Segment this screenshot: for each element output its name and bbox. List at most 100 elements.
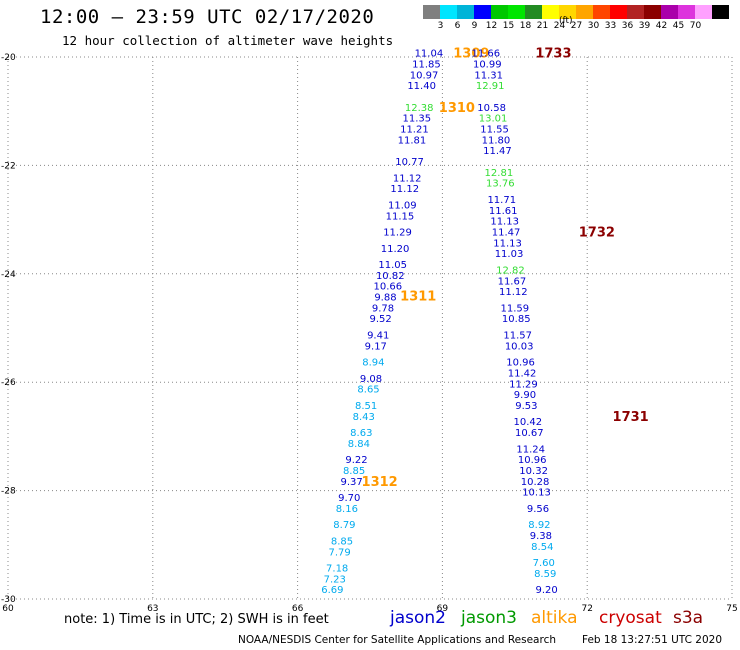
wave-height-value: 9.22 xyxy=(345,455,367,466)
wave-height-value: 13.76 xyxy=(486,179,515,190)
wave-height-value: 11.12 xyxy=(393,173,422,184)
wave-height-value: 8.16 xyxy=(336,504,358,515)
wave-height-value: 9.78 xyxy=(372,303,394,314)
color-scale-swatch xyxy=(593,5,610,19)
y-tick-label: -30 xyxy=(1,595,16,605)
pass-time-label: 1310 xyxy=(439,101,475,116)
wave-height-value: 11.66 xyxy=(472,49,501,60)
wave-height-value: 11.12 xyxy=(390,184,419,195)
wave-height-value: 9.52 xyxy=(369,314,391,325)
wave-height-value: 12.82 xyxy=(496,265,525,276)
wave-height-value: 11.31 xyxy=(474,70,503,81)
wave-height-value: 10.77 xyxy=(395,157,424,168)
wave-height-value: 7.18 xyxy=(326,564,348,575)
color-scale-swatch xyxy=(712,5,729,19)
wave-height-value: 10.96 xyxy=(506,358,535,369)
color-scale-swatch xyxy=(525,5,542,19)
color-scale-label: 6 xyxy=(454,21,461,31)
color-scale-label: 18 xyxy=(519,21,532,31)
color-scale-swatch xyxy=(542,5,559,19)
wave-height-value: 11.21 xyxy=(400,125,429,136)
wave-height-value: 11.09 xyxy=(388,200,417,211)
wave-height-value: 6.69 xyxy=(321,585,343,596)
pass-time-label: 1732 xyxy=(579,226,615,241)
wave-height-value: 10.28 xyxy=(521,477,550,488)
wave-height-value: 8.85 xyxy=(343,466,365,477)
wave-height-value: 10.82 xyxy=(376,271,405,282)
wave-height-value: 11.04 xyxy=(415,49,444,60)
color-scale-swatch xyxy=(474,5,491,19)
wave-height-value: 9.37 xyxy=(341,477,363,488)
color-scale-swatch xyxy=(627,5,644,19)
wave-height-value: 8.63 xyxy=(350,428,372,439)
wave-height-value: 11.29 xyxy=(509,379,538,390)
wave-height-value: 11.24 xyxy=(516,444,545,455)
wave-height-value: 10.66 xyxy=(374,282,403,293)
legend-item-altika: altika xyxy=(531,608,578,628)
color-scale-swatch xyxy=(440,5,457,19)
color-scale-swatch xyxy=(610,5,627,19)
wave-height-value: 8.54 xyxy=(531,542,553,553)
color-scale-label: 39 xyxy=(638,21,651,31)
color-scale-label: 70 xyxy=(689,21,702,31)
pass-time-label: 1733 xyxy=(535,47,571,62)
wave-height-value: 12.81 xyxy=(485,168,514,179)
legend-item-s3a: s3a xyxy=(673,608,704,628)
x-tick-label: 75 xyxy=(726,604,737,614)
wave-height-value: 10.97 xyxy=(410,70,439,81)
wave-height-value: 9.08 xyxy=(360,374,382,385)
wave-height-value: 7.23 xyxy=(324,574,346,585)
wave-height-value: 10.03 xyxy=(505,341,534,352)
wave-height-value: 11.85 xyxy=(412,60,441,71)
wave-height-value: 8.92 xyxy=(528,520,550,531)
wave-height-value: 11.55 xyxy=(480,125,509,136)
chart-subtitle: 12 hour collection of altimeter wave hei… xyxy=(62,33,394,48)
color-scale-swatch xyxy=(644,5,661,19)
color-scale-label: 3 xyxy=(437,21,444,31)
chart-title: 12:00 – 23:59 UTC 02/17/2020 xyxy=(40,6,375,28)
wave-height-value: 8.79 xyxy=(333,520,355,531)
color-scale-label: 12 xyxy=(485,21,498,31)
y-tick-label: -20 xyxy=(1,53,16,63)
y-tick-label: -22 xyxy=(1,161,16,171)
pass-time-label: 1731 xyxy=(613,410,649,425)
color-scale-label: 33 xyxy=(604,21,617,31)
wave-height-value: 10.85 xyxy=(502,314,531,325)
credit-line: NOAA/NESDIS Center for Satellite Applica… xyxy=(238,634,556,646)
wave-height-value: 11.61 xyxy=(489,206,518,217)
pass-time-label: 1309 xyxy=(453,47,489,62)
wave-height-value: 9.56 xyxy=(527,504,549,515)
wave-height-value: 11.12 xyxy=(499,287,528,298)
x-tick-label: 72 xyxy=(581,604,592,614)
legend-item-jason3: jason3 xyxy=(461,608,517,628)
wave-height-value: 11.81 xyxy=(398,135,427,146)
wave-height-value: 10.58 xyxy=(477,103,506,114)
x-tick-label: 63 xyxy=(147,604,158,614)
color-scale-label: 45 xyxy=(672,21,685,31)
color-scale-label: 36 xyxy=(621,21,634,31)
wave-height-value: 7.60 xyxy=(533,558,555,569)
wave-height-value: 11.03 xyxy=(495,249,524,260)
color-scale-unit: (ft) xyxy=(559,16,573,26)
wave-height-value: 11.80 xyxy=(482,135,511,146)
wave-height-value: 10.99 xyxy=(473,60,502,71)
wave-height-value: 11.71 xyxy=(487,195,516,206)
wave-height-value: 11.59 xyxy=(500,303,529,314)
generation-timestamp: Feb 18 13:27:51 UTC 2020 xyxy=(582,634,722,646)
color-scale-swatch xyxy=(508,5,525,19)
footnote: note: 1) Time is in UTC; 2) SWH is in fe… xyxy=(64,612,329,627)
wave-height-value: 10.32 xyxy=(519,466,548,477)
wave-height-value: 11.13 xyxy=(493,238,522,249)
wave-height-value: 9.17 xyxy=(365,341,387,352)
wave-height-value: 7.79 xyxy=(328,547,350,558)
color-scale-label: 30 xyxy=(587,21,600,31)
wave-height-value: 9.70 xyxy=(338,493,360,504)
wave-height-value: 11.57 xyxy=(503,331,532,342)
wave-height-value: 11.40 xyxy=(407,81,436,92)
legend-item-cryosat: cryosat xyxy=(599,608,662,628)
pass-time-label: 1311 xyxy=(400,289,436,304)
legend-item-jason2: jason2 xyxy=(390,608,446,628)
wave-height-value: 9.88 xyxy=(374,293,396,304)
x-tick-label: 69 xyxy=(437,604,449,614)
